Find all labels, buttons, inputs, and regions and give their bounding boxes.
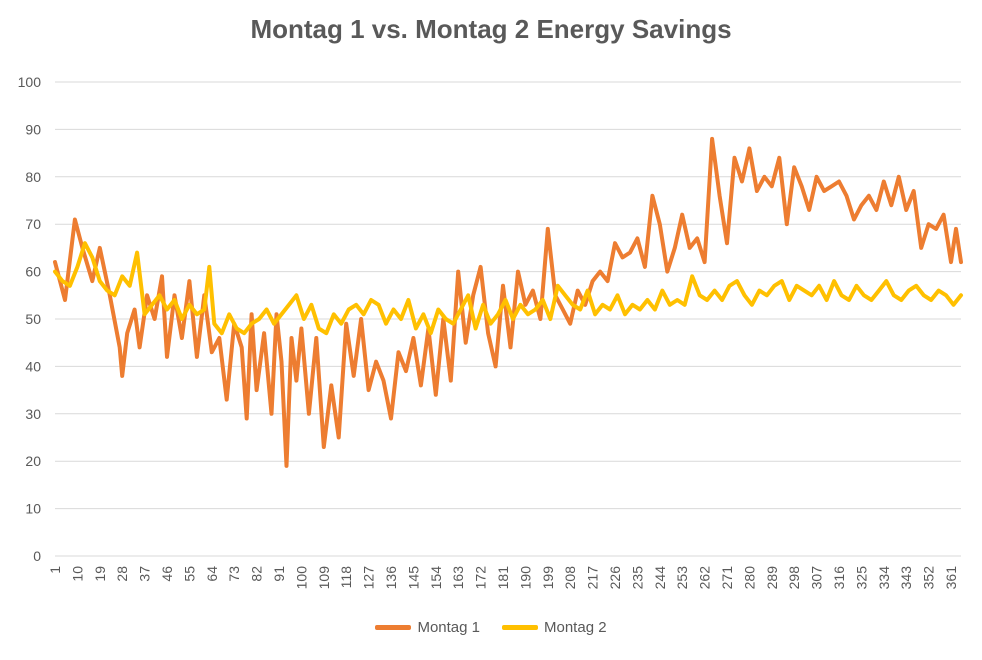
x-tick-label: 73 bbox=[226, 566, 242, 582]
x-tick-label: 352 bbox=[921, 566, 937, 590]
x-tick-label: 163 bbox=[450, 566, 466, 590]
x-tick-label: 316 bbox=[831, 566, 847, 590]
legend: Montag 1 Montag 2 bbox=[0, 619, 982, 636]
x-tick-label: 172 bbox=[473, 566, 489, 590]
x-tick-label: 190 bbox=[517, 566, 533, 590]
x-tick-label: 280 bbox=[741, 566, 757, 590]
x-tick-label: 154 bbox=[428, 566, 444, 590]
y-tick-label: 60 bbox=[25, 264, 41, 280]
x-tick-label: 19 bbox=[92, 566, 108, 582]
x-tick-label: 1 bbox=[47, 566, 63, 574]
x-tick-label: 244 bbox=[652, 566, 668, 590]
y-tick-label: 30 bbox=[25, 406, 41, 422]
x-axis-tick-labels: 1 10 19 28 37 46 55 64 73 82 91 100 109 118 127 136 145 1… bbox=[47, 566, 959, 590]
x-tick-label: 325 bbox=[853, 566, 869, 590]
y-tick-label: 10 bbox=[25, 501, 41, 517]
legend-item-montag-1: Montag 1 bbox=[375, 619, 480, 636]
x-tick-label: 46 bbox=[159, 566, 175, 582]
x-tick-label: 100 bbox=[293, 566, 309, 590]
x-tick-label: 262 bbox=[697, 566, 713, 590]
x-tick-label: 109 bbox=[316, 566, 332, 590]
x-tick-label: 118 bbox=[338, 566, 354, 589]
x-tick-label: 235 bbox=[629, 566, 645, 590]
y-tick-label: 20 bbox=[25, 453, 41, 469]
y-tick-label: 80 bbox=[25, 169, 41, 185]
x-tick-label: 145 bbox=[405, 566, 421, 590]
x-tick-label: 64 bbox=[204, 566, 220, 582]
x-tick-label: 199 bbox=[540, 566, 556, 590]
series-lines bbox=[53, 136, 963, 468]
x-tick-label: 226 bbox=[607, 566, 623, 590]
legend-swatch-montag-2 bbox=[502, 625, 538, 630]
x-tick-label: 10 bbox=[69, 566, 85, 582]
x-tick-label: 217 bbox=[585, 566, 601, 590]
y-tick-label: 0 bbox=[33, 548, 41, 564]
y-tick-label: 90 bbox=[25, 121, 41, 137]
x-tick-label: 343 bbox=[898, 566, 914, 590]
x-tick-label: 55 bbox=[181, 566, 197, 582]
x-tick-label: 298 bbox=[786, 566, 802, 590]
series-line-montag-1 bbox=[53, 136, 963, 468]
y-tick-label: 70 bbox=[25, 216, 41, 232]
legend-label-montag-1: Montag 1 bbox=[417, 619, 480, 636]
x-tick-label: 91 bbox=[271, 566, 287, 582]
x-tick-label: 37 bbox=[137, 566, 153, 582]
y-tick-label: 100 bbox=[18, 74, 42, 90]
y-tick-label: 40 bbox=[25, 358, 41, 374]
x-tick-label: 208 bbox=[562, 566, 578, 590]
x-tick-label: 82 bbox=[249, 566, 265, 582]
y-tick-label: 50 bbox=[25, 311, 41, 327]
x-tick-label: 307 bbox=[809, 566, 825, 590]
series-line-montag-2 bbox=[53, 241, 963, 336]
gridlines bbox=[55, 81, 961, 557]
chart-title: Montag 1 vs. Montag 2 Energy Savings bbox=[250, 14, 732, 44]
x-tick-label: 28 bbox=[114, 566, 130, 582]
x-tick-label: 334 bbox=[876, 566, 892, 590]
legend-item-montag-2: Montag 2 bbox=[502, 619, 607, 636]
x-tick-label: 271 bbox=[719, 566, 735, 590]
legend-label-montag-2: Montag 2 bbox=[544, 619, 607, 636]
legend-swatch-montag-1 bbox=[375, 625, 412, 630]
y-axis-tick-labels: 0 10 20 30 40 50 60 70 80 90 100 bbox=[18, 74, 42, 564]
x-tick-label: 361 bbox=[943, 566, 959, 590]
x-tick-label: 289 bbox=[764, 566, 780, 590]
x-tick-label: 136 bbox=[383, 566, 399, 590]
x-tick-label: 181 bbox=[495, 566, 511, 590]
x-tick-label: 253 bbox=[674, 566, 690, 590]
x-tick-label: 127 bbox=[361, 566, 377, 590]
